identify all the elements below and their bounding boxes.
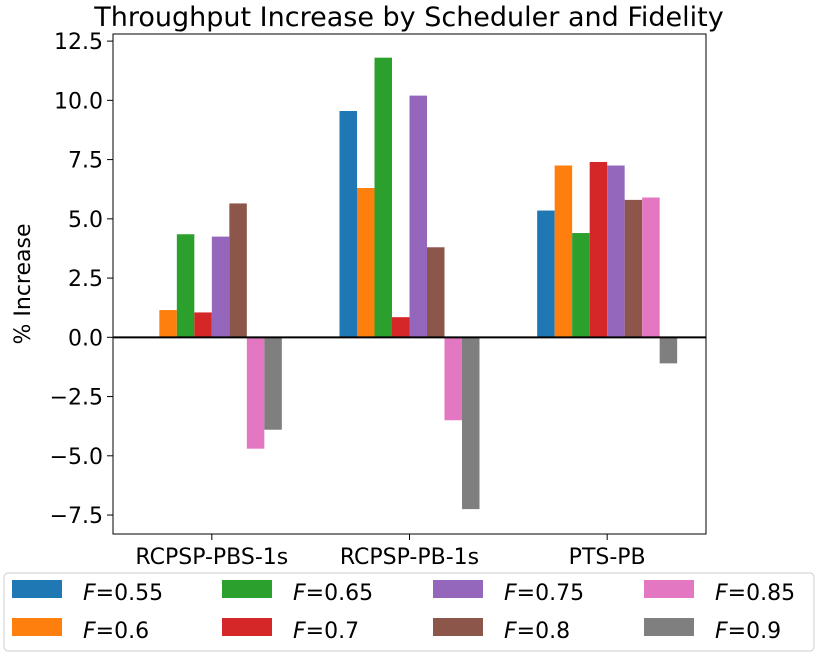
legend-entry: F=0.65 [293, 581, 373, 606]
bar [246, 337, 265, 449]
bar [462, 337, 480, 510]
y-tick-label: 5.0 [68, 208, 103, 233]
y-tick-label: 2.5 [68, 267, 103, 292]
bar [229, 203, 247, 338]
legend-swatch [433, 580, 483, 598]
y-tick-label: −2.5 [50, 386, 103, 411]
legend-box [3, 572, 815, 652]
legend-entry: F=0.7 [293, 619, 359, 644]
legend-entry: F=0.6 [83, 619, 149, 644]
y-tick-label: 12.5 [54, 30, 103, 55]
plot-area: −7.5 −5.0 −2.5 0.0 2.5 5.0 7.5 10.0 12.5 RCPSP-PB… [50, 30, 707, 570]
bar [211, 236, 230, 338]
legend-entry: F=0.9 [715, 619, 781, 644]
chart-title: Throughput Increase by Scheduler and Fid… [93, 2, 723, 33]
legend-swatch [12, 580, 62, 598]
y-tick-label: 10.0 [54, 89, 103, 114]
bar [572, 233, 590, 338]
legend-swatch [644, 580, 694, 598]
x-tick-label: RCPSP-PBS-1s [135, 545, 288, 570]
bar [607, 165, 625, 338]
bar [339, 111, 357, 338]
legend-swatch [12, 618, 62, 636]
legend-entry: F=0.75 [504, 581, 584, 606]
bar [554, 165, 573, 338]
legend-swatch [433, 618, 483, 636]
bar [176, 234, 195, 338]
legend: F=0.55 F=0.6 F=0.65 F=0.7 F=0.75 F=0.8 F=0.85 F… [3, 572, 815, 652]
bar [194, 312, 212, 338]
bar [537, 210, 555, 338]
legend-swatch [222, 580, 272, 598]
bar [159, 310, 177, 338]
y-tick-label: −7.5 [50, 504, 103, 529]
y-tick-label: 7.5 [68, 149, 103, 174]
bar [624, 199, 643, 338]
y-tick-label: −5.0 [50, 445, 103, 470]
bar [642, 197, 660, 338]
legend-entry: F=0.55 [83, 581, 163, 606]
bar [357, 188, 375, 338]
bar [264, 337, 282, 430]
legend-entry: F=0.8 [504, 619, 570, 644]
legend-entry: F=0.85 [715, 581, 795, 606]
bar [444, 337, 462, 421]
legend-swatch [644, 618, 694, 636]
bar [427, 247, 445, 338]
bar [409, 95, 427, 338]
bar [374, 57, 392, 338]
y-tick-label: 0.0 [68, 326, 103, 351]
x-tick-label: RCPSP-PB-1s [340, 545, 479, 570]
y-axis-label: % Increase [11, 224, 36, 345]
bar [589, 161, 608, 338]
bar [392, 317, 410, 338]
x-tick-label: PTS-PB [569, 545, 646, 570]
bar [659, 337, 678, 364]
legend-swatch [222, 618, 272, 636]
